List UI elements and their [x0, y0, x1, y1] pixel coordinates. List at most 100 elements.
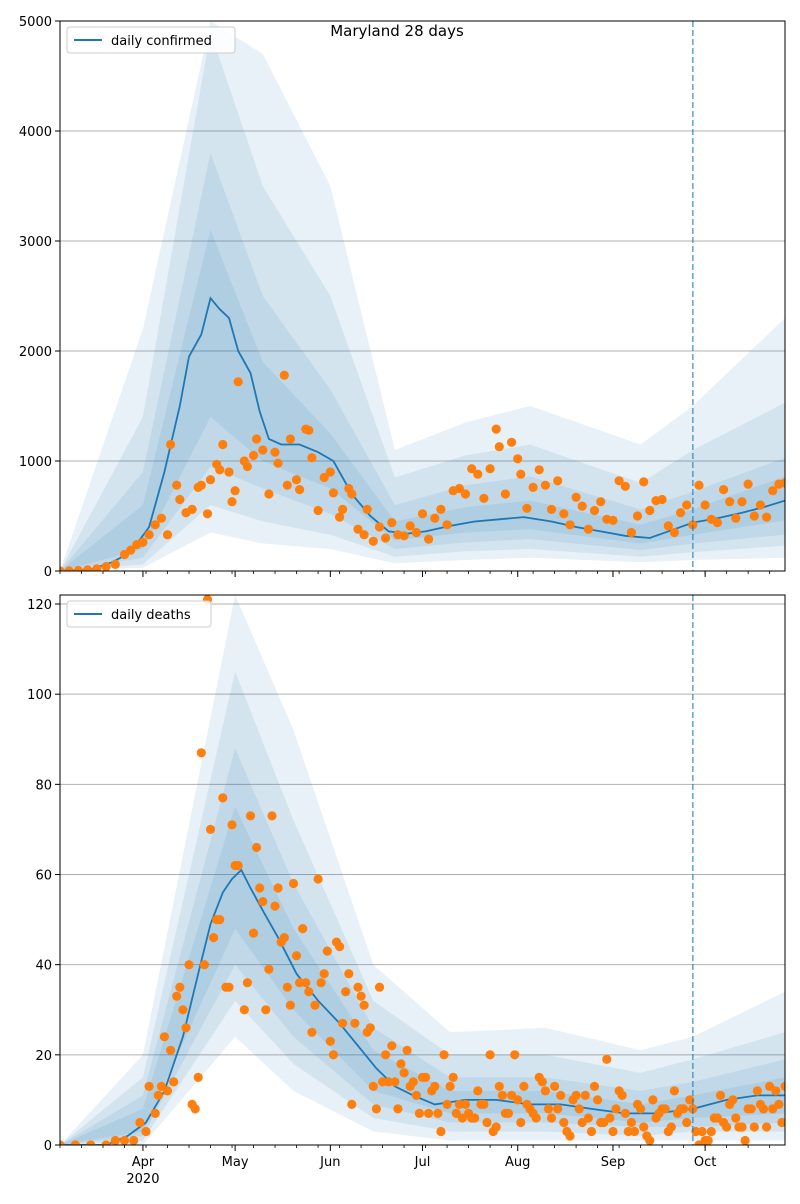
data-point [313, 505, 323, 516]
data-point [574, 1104, 584, 1114]
data-point [393, 1104, 403, 1114]
data-point [731, 1113, 741, 1123]
data-point [482, 1117, 492, 1128]
data-point [399, 531, 409, 541]
data-point [589, 505, 600, 516]
data-point [424, 534, 434, 544]
data-point [660, 1104, 670, 1114]
data-point [479, 1099, 489, 1109]
data-point [737, 497, 747, 507]
data-point [73, 565, 83, 571]
data-point [209, 933, 219, 943]
data-point [405, 521, 415, 531]
data-point [328, 488, 338, 498]
data-point [676, 508, 686, 518]
data-point [605, 1113, 615, 1123]
data-point [414, 1108, 424, 1118]
data-point [270, 447, 280, 457]
data-point [227, 497, 237, 507]
data-point [159, 1032, 169, 1042]
data-point [528, 482, 538, 492]
data-point [110, 1135, 120, 1145]
data-point [715, 1090, 726, 1100]
data-point [722, 1122, 732, 1132]
data-point [411, 1090, 421, 1100]
data-point [307, 1027, 317, 1037]
data-point [215, 915, 225, 925]
data-point [580, 1090, 590, 1100]
data-point [239, 1005, 249, 1015]
data-point [491, 424, 501, 434]
data-point [70, 1140, 80, 1145]
data-point [620, 481, 630, 491]
data-point [430, 513, 440, 523]
data-point [470, 1113, 480, 1123]
data-point [335, 942, 345, 952]
data-point [196, 748, 206, 758]
data-point [172, 480, 182, 490]
data-point [740, 1135, 750, 1145]
data-point [224, 467, 234, 477]
data-point [338, 1018, 348, 1028]
data-point [657, 494, 667, 505]
data-point [454, 483, 464, 494]
data-point [381, 533, 391, 543]
data-point [252, 842, 262, 853]
data-point [338, 504, 348, 514]
x-tick-label: May [222, 1155, 249, 1170]
legend-label: daily deaths [111, 608, 191, 623]
data-point [611, 1104, 621, 1114]
x-tick-label: Aug [505, 1155, 530, 1170]
data-point [516, 1117, 526, 1128]
data-point [279, 933, 289, 943]
data-point [162, 1086, 173, 1096]
data-point [712, 518, 723, 528]
data-point [184, 960, 194, 970]
data-point [719, 485, 729, 495]
data-point [629, 1126, 640, 1137]
y-tick-label: 40 [35, 959, 52, 974]
legend-label: daily confirmed [111, 34, 212, 49]
data-point [252, 434, 262, 444]
data-point [556, 1090, 566, 1100]
data-point [473, 1086, 483, 1096]
data-point [313, 874, 323, 884]
data-point [291, 951, 302, 961]
data-point [350, 1018, 360, 1028]
y-tick-label: 20 [35, 1049, 52, 1064]
data-point [150, 520, 160, 530]
data-point [230, 486, 240, 496]
data-point [513, 1095, 523, 1105]
quantile-band-80% [60, 153, 785, 571]
data-point [316, 978, 326, 988]
data-point [433, 1108, 443, 1118]
data-point [543, 1104, 554, 1114]
quantile-band-99% [60, 21, 785, 571]
x-tick-label: Oct [694, 1155, 716, 1170]
data-point [749, 1122, 759, 1132]
data-point [408, 1077, 418, 1087]
legend-box [66, 600, 212, 628]
data-point [706, 1126, 716, 1137]
data-point [460, 1099, 471, 1109]
y-tick-label: 0 [44, 565, 52, 580]
data-point [295, 485, 305, 495]
data-point [430, 1081, 440, 1091]
data-point [129, 1135, 139, 1145]
data-point [467, 464, 477, 474]
data-point [261, 1005, 271, 1015]
data-point [697, 1126, 707, 1137]
data-point [267, 811, 277, 821]
data-point [248, 928, 259, 938]
x-tick-label: Jul [414, 1155, 431, 1170]
data-point [144, 530, 154, 540]
data-point [553, 476, 563, 486]
data-point [126, 545, 136, 555]
y-tick-label: 80 [35, 778, 52, 793]
data-point [245, 811, 256, 821]
data-point [485, 1050, 495, 1060]
data-point [356, 991, 366, 1001]
data-point [682, 1117, 692, 1128]
data-point [608, 1126, 618, 1137]
